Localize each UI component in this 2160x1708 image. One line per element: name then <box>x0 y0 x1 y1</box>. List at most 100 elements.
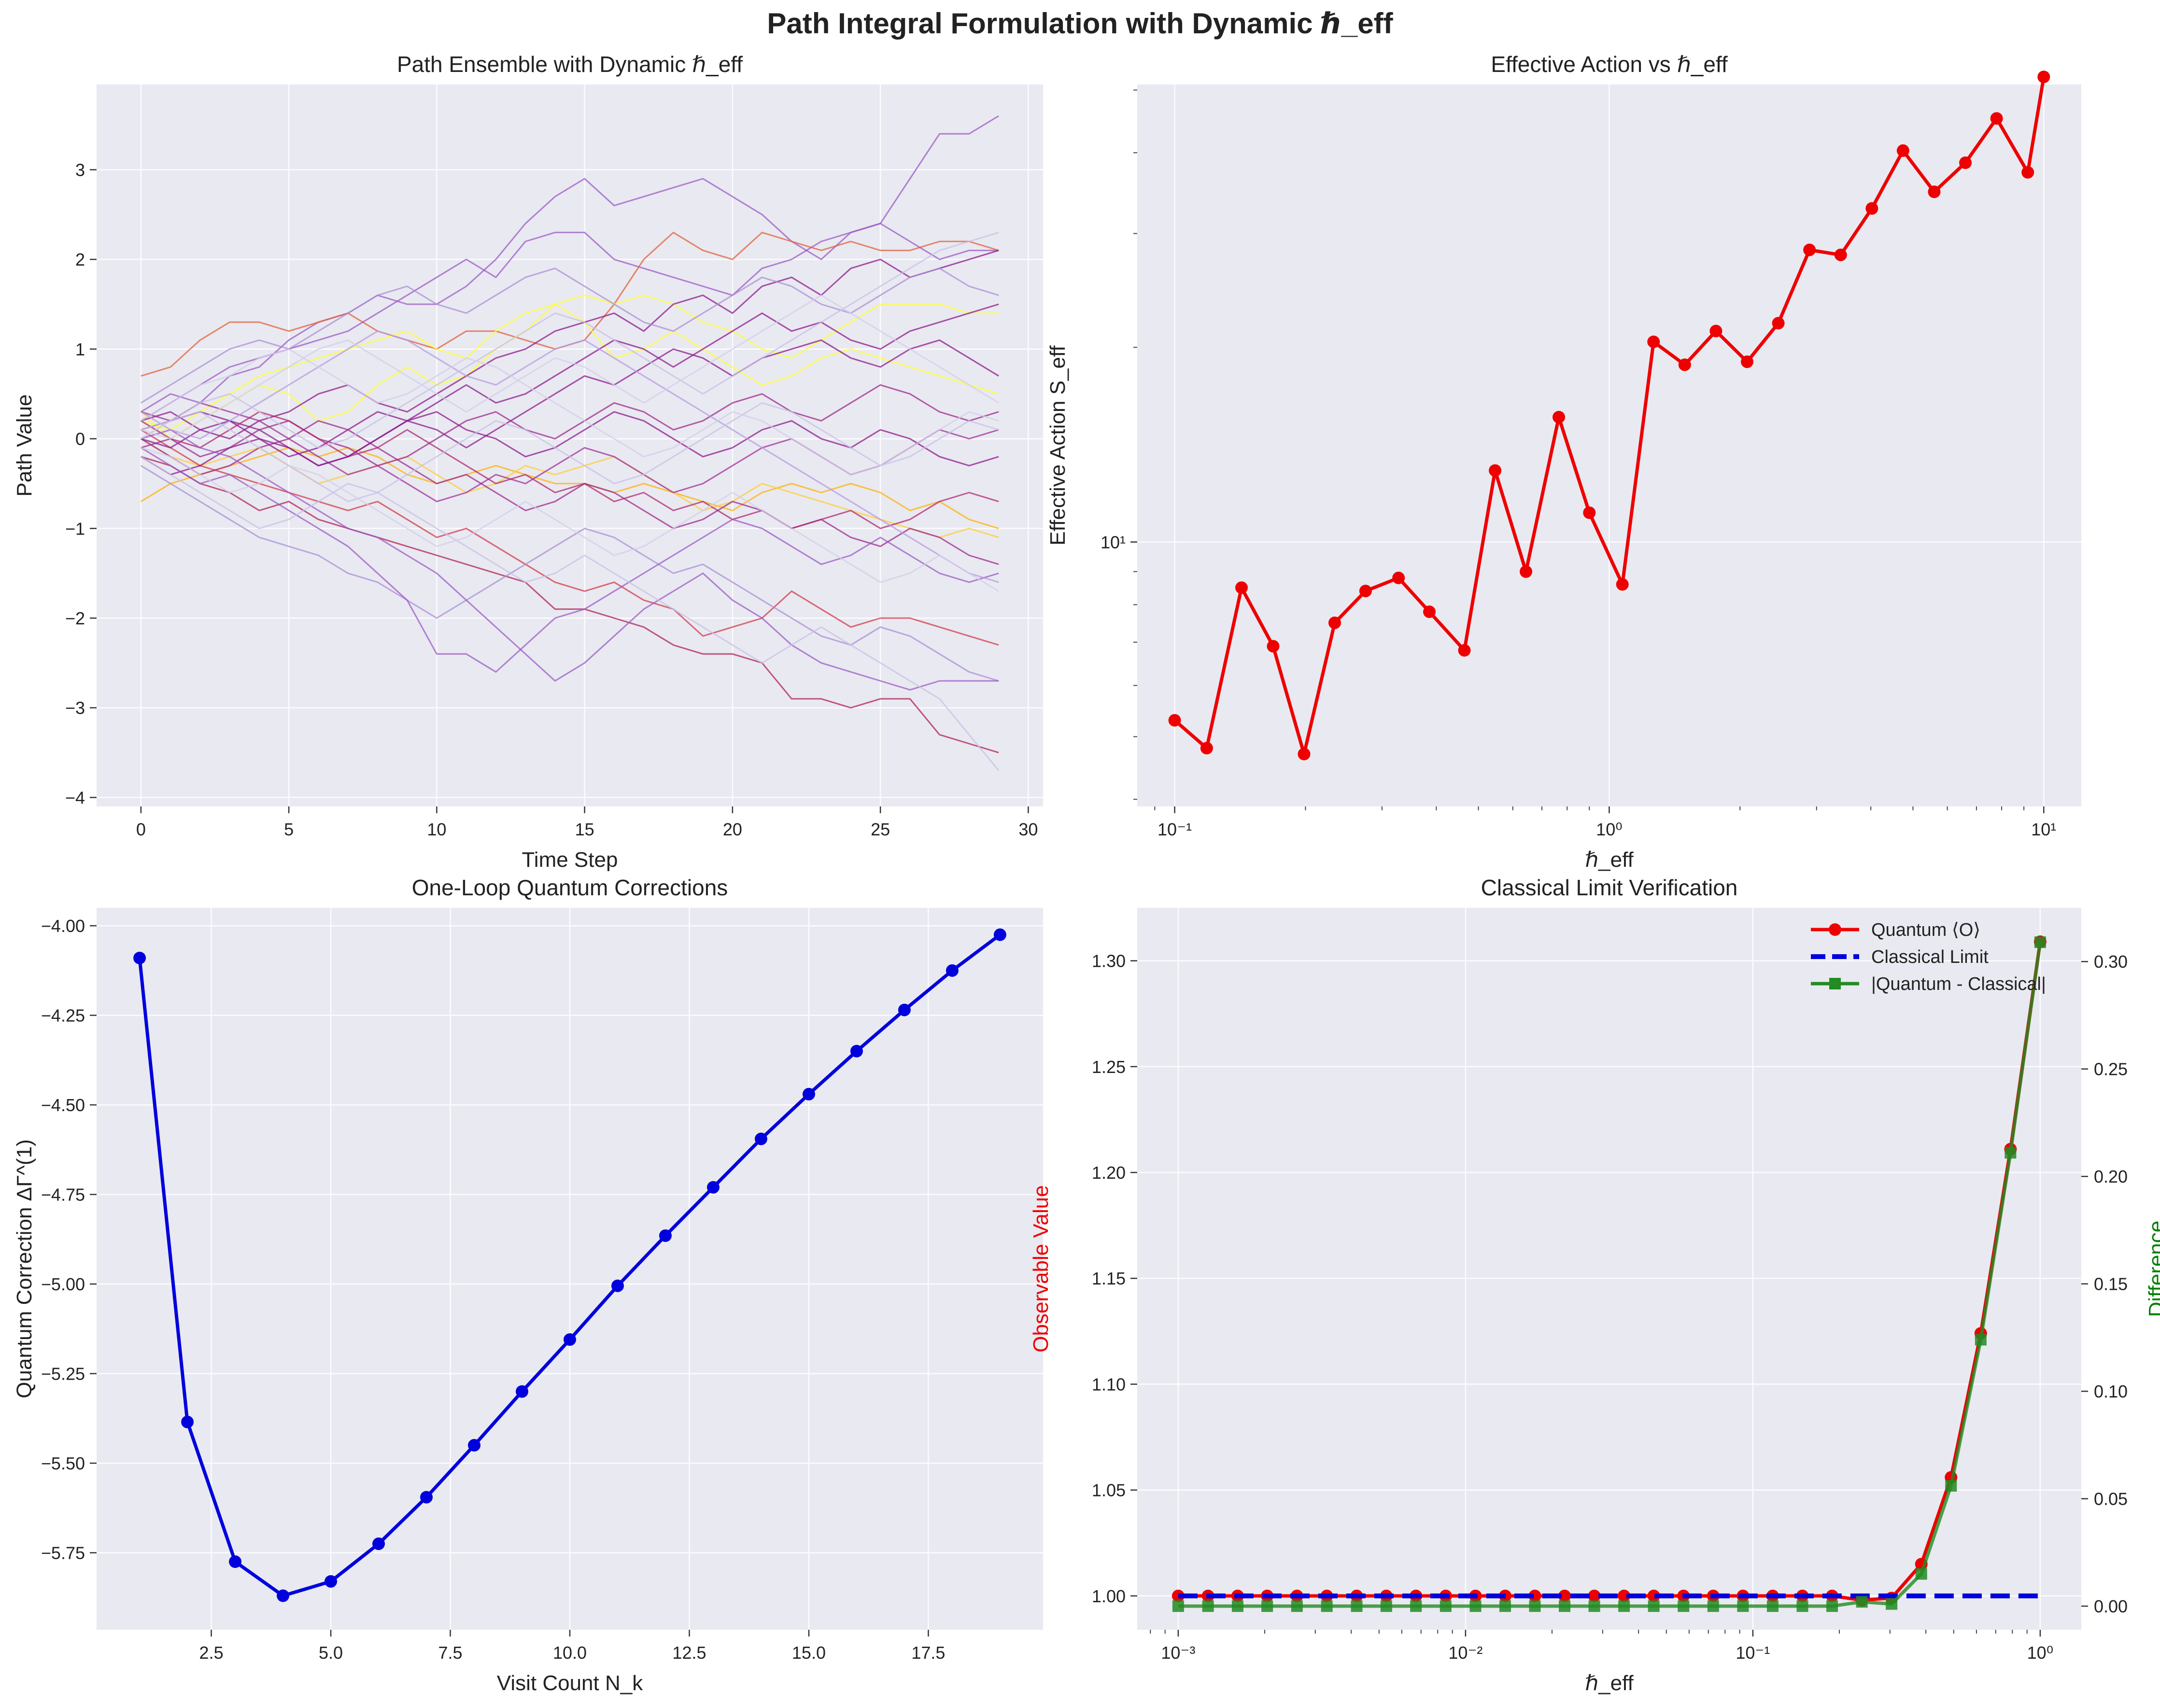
legend-label: Classical Limit <box>1871 947 1989 967</box>
y-tick-label: −1 <box>65 519 85 538</box>
data-point <box>1392 571 1405 584</box>
x-tick-label: 10 <box>427 819 446 839</box>
path-series-line <box>141 402 999 503</box>
path-series-line <box>141 456 999 754</box>
x-tick-label: 10¹ <box>2031 819 2056 839</box>
data-point <box>1678 358 1691 371</box>
difference-point <box>1915 1568 1927 1580</box>
chart-classical: 10⁻³ 10⁻² 10⁻¹ 10⁰ 1.00 1.05 1.10 1.15 1.20 1.25 1… <box>1029 875 2160 1695</box>
x-tick-label: 10⁰ <box>1596 819 1622 839</box>
data-point <box>468 1439 481 1452</box>
y2-axis-label: Difference <box>2145 1221 2160 1317</box>
y-tick-label: −4.50 <box>41 1095 85 1115</box>
y-axis-label: Effective Action S_eff <box>1046 345 1070 546</box>
data-point <box>802 1087 815 1101</box>
data-point <box>1896 144 1909 157</box>
y-tick-label: 1.05 <box>1092 1481 1126 1500</box>
difference-point <box>1766 1600 1779 1612</box>
y2-tick-label: 0.05 <box>2094 1489 2128 1509</box>
chart-title: Classical Limit Verification <box>1481 875 1738 900</box>
chart-title: Path Ensemble with Dynamic ℏ_eff <box>397 52 743 77</box>
difference-point <box>1796 1600 1808 1612</box>
x-tick-label: 17.5 <box>911 1643 945 1663</box>
x-tick-label: 20 <box>723 819 742 839</box>
path-series-line <box>141 384 999 466</box>
y2-tick-label: 0.00 <box>2094 1596 2128 1616</box>
x-tick-label: 10⁻¹ <box>1736 1643 1770 1663</box>
data-point <box>516 1385 529 1398</box>
y2-tick-label: 0.20 <box>2094 1167 2128 1186</box>
path-series-line <box>141 330 999 583</box>
data-point <box>1298 748 1311 761</box>
data-point <box>1235 581 1248 594</box>
x-axis-label: Time Step <box>522 848 618 872</box>
difference-point <box>1588 1600 1600 1612</box>
data-point <box>850 1045 863 1058</box>
x-tick-label: 7.5 <box>438 1643 463 1663</box>
path-series-line <box>141 303 999 458</box>
path-series-line <box>141 268 999 404</box>
difference-point <box>2034 936 2046 948</box>
y-axis-label: Observable Value <box>1029 1185 1053 1353</box>
x-tick-label: 30 <box>1018 819 1038 839</box>
difference-point <box>1410 1600 1422 1612</box>
plot-area <box>1137 908 2081 1630</box>
data-point <box>1458 644 1471 657</box>
path-series-line <box>141 339 999 466</box>
data-point <box>1647 335 1660 348</box>
difference-point <box>1440 1600 1452 1612</box>
data-point <box>277 1589 290 1602</box>
y-tick-label: −5.75 <box>41 1543 85 1563</box>
data-point <box>1959 156 1972 169</box>
difference-point <box>1351 1600 1363 1612</box>
data-point <box>1553 410 1566 423</box>
difference-point <box>1678 1600 1690 1612</box>
legend-marker <box>1829 978 1841 989</box>
data-point <box>1200 742 1213 755</box>
legend-label: Quantum ⟨O⟩ <box>1871 920 1980 940</box>
y-tick-label: −4 <box>65 788 85 807</box>
y-tick-label: −5.25 <box>41 1364 85 1384</box>
quantum-point <box>1558 1589 1571 1602</box>
data-point <box>1834 248 1847 261</box>
difference-point <box>1737 1600 1749 1612</box>
y-tick-label: −4.00 <box>41 916 85 936</box>
x-axis-label: Visit Count N_k <box>497 1671 643 1695</box>
data-point <box>1328 616 1341 629</box>
y-tick-label: −3 <box>65 698 85 718</box>
difference-point <box>1202 1600 1214 1612</box>
data-point <box>898 1003 911 1016</box>
y-tick-label: 2 <box>75 250 85 269</box>
path-series-line <box>141 465 999 682</box>
difference-point <box>1559 1600 1571 1612</box>
y-tick-label: −4.25 <box>41 1006 85 1026</box>
x-tick-label: 10⁻¹ <box>1158 819 1192 839</box>
difference-point <box>1261 1600 1273 1612</box>
difference-point <box>1469 1600 1482 1612</box>
path-series-line <box>141 294 999 440</box>
y-tick-label: −5.00 <box>41 1274 85 1294</box>
difference-point <box>1826 1600 1838 1612</box>
legend: Quantum ⟨O⟩ Classical Limit |Quantum - Cla… <box>1811 920 2046 994</box>
difference-point <box>1648 1600 1660 1612</box>
chart-ensemble: 0 5 10 15 20 25 30 −4 −3 −2 −1 0 1 2 3 Path Ensemble wi… <box>13 52 1043 872</box>
data-point <box>420 1491 433 1504</box>
y-axis-label: Quantum Correction ΔΓ^(1) <box>13 1139 36 1398</box>
difference-point <box>1291 1600 1303 1612</box>
y-axis-label: Path Value <box>13 394 36 496</box>
y-tick-label: 1.10 <box>1092 1374 1126 1394</box>
difference-point <box>1856 1596 1868 1608</box>
data-point <box>611 1279 624 1292</box>
x-tick-label: 15 <box>575 819 594 839</box>
x-tick-label: 15.0 <box>792 1643 826 1663</box>
y-tick-label: −5.50 <box>41 1454 85 1473</box>
difference-point <box>1321 1600 1333 1612</box>
quantum-point <box>1588 1589 1601 1602</box>
figure-title: Path Integral Formulation with Dynamic ℏ… <box>767 7 1393 40</box>
data-point <box>1990 112 2003 125</box>
data-point <box>181 1415 194 1428</box>
data-point <box>133 951 146 964</box>
data-point <box>1616 578 1629 591</box>
data-point <box>564 1333 576 1346</box>
difference-point <box>1945 1480 1957 1492</box>
